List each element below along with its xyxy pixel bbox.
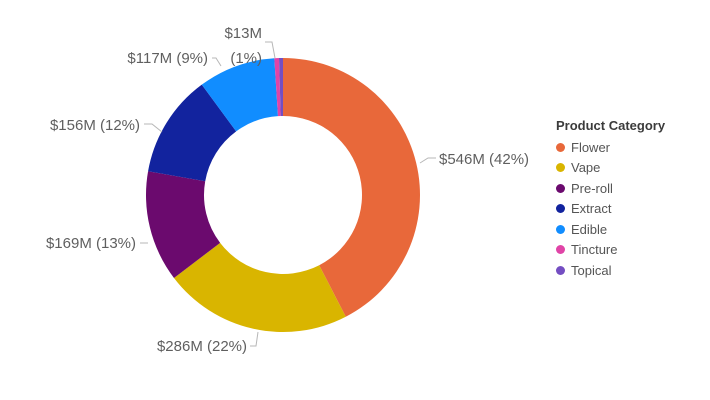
data-label-pre-roll: $169M (13%) bbox=[46, 235, 136, 252]
slice-topical[interactable] bbox=[278, 58, 283, 117]
legend-item-edible[interactable]: Edible bbox=[556, 219, 706, 240]
slice-vape[interactable] bbox=[173, 242, 346, 332]
leader-line-tincture-topical bbox=[265, 41, 276, 59]
slice-edible[interactable] bbox=[201, 58, 278, 132]
slice-flower[interactable] bbox=[283, 58, 420, 317]
legend-marker bbox=[556, 224, 565, 234]
legend-item-extract[interactable]: Extract bbox=[556, 199, 706, 220]
leader-line-flower bbox=[419, 157, 436, 164]
legend-label: Edible bbox=[571, 221, 608, 237]
legend-item-topical[interactable]: Topical bbox=[556, 260, 706, 281]
legend-label: Tincture bbox=[571, 242, 618, 258]
slice-extract[interactable] bbox=[148, 84, 237, 182]
legend-label: Flower bbox=[571, 139, 611, 155]
leader-line-extract bbox=[144, 123, 163, 133]
legend-label: Extract bbox=[571, 201, 612, 217]
legend-item-flower[interactable]: Flower bbox=[556, 137, 706, 158]
legend-marker bbox=[556, 163, 565, 173]
data-label-tincture-topical-percent: (1%) bbox=[230, 50, 262, 67]
legend-marker bbox=[556, 142, 565, 152]
legend: Product Category Flower Vape Pre-roll Ex… bbox=[556, 118, 706, 281]
leader-line-vape bbox=[250, 331, 259, 347]
legend-item-pre-roll[interactable]: Pre-roll bbox=[556, 178, 706, 199]
legend-label: Vape bbox=[571, 160, 601, 176]
slice-tincture[interactable] bbox=[274, 58, 281, 117]
leader-line-edible bbox=[212, 57, 222, 67]
legend-marker bbox=[556, 245, 565, 255]
data-label-tincture-topical-value: $13M bbox=[224, 25, 262, 42]
slice-pre-roll[interactable] bbox=[145, 171, 221, 278]
legend-item-vape[interactable]: Vape bbox=[556, 158, 706, 179]
legend-title: Product Category bbox=[556, 118, 666, 133]
legend-label: Pre-roll bbox=[571, 180, 613, 196]
data-label-flower: $546M (42%) bbox=[439, 151, 529, 168]
legend-label: Topical bbox=[571, 262, 612, 278]
data-label-extract: $156M (12%) bbox=[50, 117, 140, 134]
legend-marker bbox=[556, 265, 565, 275]
data-label-edible: $117M (9%) bbox=[127, 50, 208, 67]
legend-item-tincture[interactable]: Tincture bbox=[556, 240, 706, 261]
legend-marker bbox=[556, 183, 565, 193]
data-label-vape: $286M (22%) bbox=[157, 338, 247, 355]
legend-marker bbox=[556, 204, 565, 214]
